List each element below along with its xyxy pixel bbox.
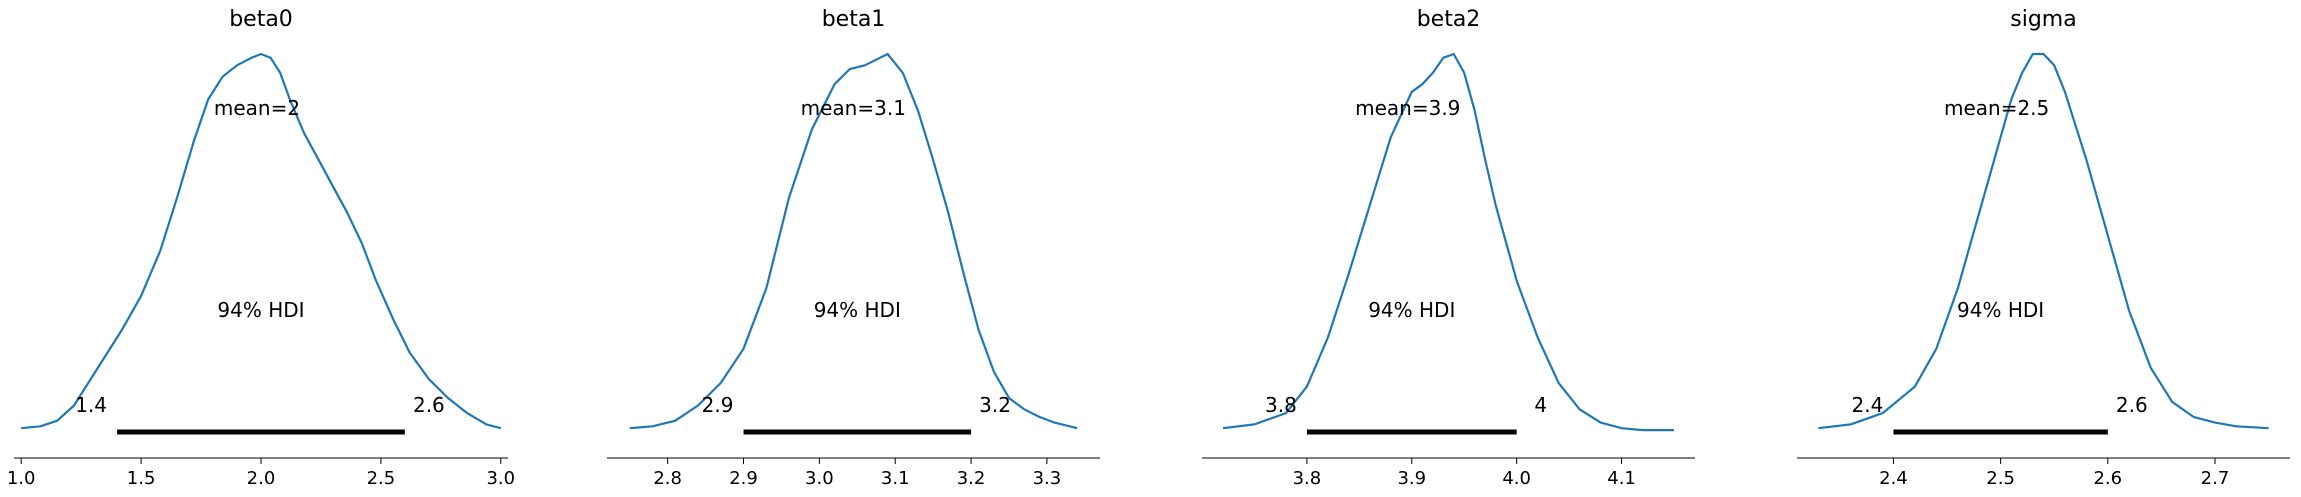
mean-label: mean=2.5	[1944, 96, 2049, 120]
density-line-beta0	[21, 52, 502, 430]
x-tick-label: 2.6	[2093, 468, 2122, 489]
hdi-low-label: 2.9	[702, 393, 734, 417]
x-tick-label: 2.7	[2201, 468, 2230, 489]
x-tick-label: 3.2	[957, 468, 986, 489]
density-line-beta1	[629, 52, 1078, 430]
x-tick-label: 4.0	[1502, 468, 1531, 489]
hdi-low-label: 3.8	[1265, 393, 1297, 417]
panel-title: sigma	[2010, 7, 2076, 32]
x-tick-label: 1.0	[7, 468, 36, 489]
x-tick-label: 3.1	[881, 468, 910, 489]
hdi-low-label: 2.4	[1852, 393, 1884, 417]
x-tick-label: 2.0	[247, 468, 276, 489]
mean-label: mean=3.9	[1355, 96, 1460, 120]
panel-title: beta2	[1417, 7, 1481, 32]
hdi-high-label: 4	[1534, 393, 1547, 417]
hdi-label: 94% HDI	[1957, 298, 2044, 322]
density-line-sigma	[1818, 52, 2269, 430]
x-tick-label: 2.8	[653, 468, 682, 489]
x-tick-label: 3.3	[1033, 468, 1062, 489]
hdi-low-label: 1.4	[75, 393, 107, 417]
hdi-label: 94% HDI	[1368, 298, 1455, 322]
panel-beta2: beta2 3.8 4 94% HDI mean=3.9 3.8 3.9 4.0 4.1	[1202, 7, 1695, 489]
x-tick-label: 1.5	[127, 468, 156, 489]
x-tick-label: 4.1	[1607, 468, 1636, 489]
mean-label: mean=2	[214, 96, 300, 120]
x-tick-label: 3.0	[486, 468, 515, 489]
panel-sigma: sigma 2.4 2.6 94% HDI mean=2.5 2.4 2.5 2.6 2.7	[1797, 7, 2290, 489]
x-tick-label: 2.5	[367, 468, 396, 489]
hdi-label: 94% HDI	[217, 298, 304, 322]
panel-title: beta0	[229, 7, 293, 32]
mean-label: mean=3.1	[801, 96, 906, 120]
x-tick-label: 3.9	[1397, 468, 1426, 489]
x-tick-label: 2.9	[729, 468, 758, 489]
hdi-high-label: 2.6	[2116, 393, 2148, 417]
x-tick-label: 2.5	[1986, 468, 2015, 489]
hdi-high-label: 3.2	[979, 393, 1011, 417]
x-tick-label: 3.0	[805, 468, 834, 489]
panel-title: beta1	[822, 7, 886, 32]
panel-beta1: beta1 2.9 3.2 94% HDI mean=3.1 2.8 2.9 3.0 3.1 3.…	[607, 7, 1100, 489]
x-tick-label: 3.8	[1293, 468, 1322, 489]
density-line-beta2	[1222, 52, 1674, 432]
hdi-label: 94% HDI	[814, 298, 901, 322]
x-tick-label: 2.4	[1879, 468, 1908, 489]
panel-beta0: beta0 1.4 2.6 94% HDI mean=2 1.0 1.5 2.0 2.5 3.0	[7, 7, 515, 489]
hdi-high-label: 2.6	[413, 393, 445, 417]
